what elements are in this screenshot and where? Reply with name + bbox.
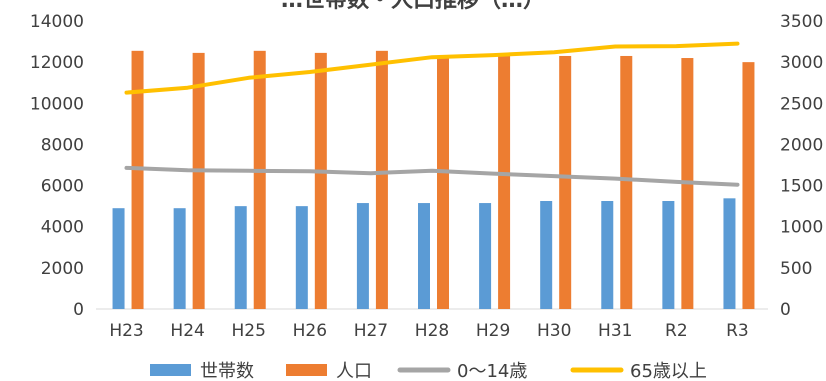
bar-population xyxy=(253,50,266,309)
bar-population xyxy=(131,50,144,309)
legend-swatch xyxy=(150,364,191,376)
y-right-tick-label: 2000 xyxy=(780,135,823,155)
bar-households xyxy=(173,208,186,309)
x-tick-label: H30 xyxy=(537,321,571,341)
y-right-tick-label: 1500 xyxy=(780,177,823,197)
y-left-tick-label: 2000 xyxy=(41,259,84,279)
line-series-2 xyxy=(124,165,740,187)
y-right-tick-label: 0 xyxy=(780,300,791,320)
legend-label: 人口 xyxy=(336,361,372,381)
chart-title: …世帯数・人口推移（…） xyxy=(281,0,545,13)
bar-households xyxy=(356,203,369,309)
legend-label: 世帯数 xyxy=(200,361,254,381)
y-right-tick-label: 1000 xyxy=(780,218,823,238)
bar-population xyxy=(192,52,205,310)
y-left-tick-label: 10000 xyxy=(30,94,84,114)
x-tick-label: H28 xyxy=(415,321,449,341)
bar-households xyxy=(234,206,247,309)
bar-population xyxy=(742,62,755,310)
x-tick-label: H26 xyxy=(293,321,327,341)
legend-label: 65歳以上 xyxy=(630,361,707,381)
y-left-tick-label: 14000 xyxy=(30,12,84,32)
bar-population xyxy=(437,57,449,309)
y-left-tick-label: 8000 xyxy=(41,135,84,155)
y-left-tick-label: 6000 xyxy=(41,177,84,197)
x-tick-label: H23 xyxy=(109,321,143,341)
bar-households xyxy=(662,201,675,309)
y-right-tick-label: 3000 xyxy=(780,53,823,73)
y-left-tick-label: 4000 xyxy=(41,218,84,238)
bar-households xyxy=(479,203,492,309)
bar-population xyxy=(620,55,633,309)
bar-population xyxy=(314,52,327,310)
bar-households xyxy=(295,206,308,309)
bar-households xyxy=(418,203,430,309)
y-left-tick-label: 12000 xyxy=(30,53,84,73)
legend-label: 0～14歳 xyxy=(457,361,527,381)
bar-population xyxy=(559,55,572,309)
y-right-tick-label: 2500 xyxy=(780,94,823,114)
bar-population xyxy=(375,50,388,309)
x-tick-label: R2 xyxy=(665,321,688,341)
x-tick-label: H24 xyxy=(170,321,204,341)
bar-households xyxy=(723,198,736,309)
bar-population xyxy=(498,53,511,309)
x-tick-label: H29 xyxy=(476,321,510,341)
bar-households xyxy=(112,208,125,309)
y-right-tick-label: 500 xyxy=(780,259,812,279)
x-tick-label: H31 xyxy=(598,321,632,341)
legend-swatch xyxy=(286,364,327,376)
x-tick-label: H27 xyxy=(354,321,388,341)
bar-households xyxy=(540,201,553,309)
bar-households xyxy=(601,201,614,309)
x-tick-label: H25 xyxy=(232,321,266,341)
x-tick-label: R3 xyxy=(726,321,749,341)
y-right-tick-label: 3500 xyxy=(780,12,823,32)
y-left-tick-label: 0 xyxy=(73,300,84,320)
line-series-3 xyxy=(124,41,740,95)
